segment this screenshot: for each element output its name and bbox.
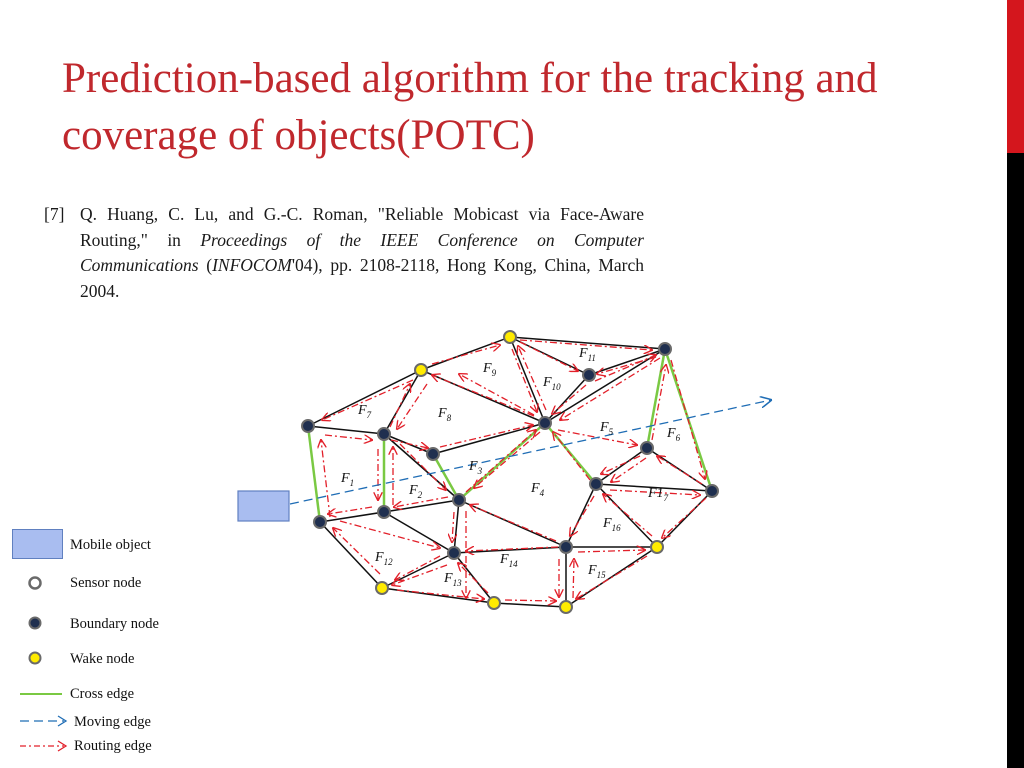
legend-moving-edge-label: Moving edge [74,714,151,730]
face-label-f12: F12 [374,550,393,567]
wake-nodes [375,330,664,614]
face-labels: F1 F2 F3 F4 F5 F6 F7 F8 F9 F10 F11 F12 F… [340,346,681,588]
boundary-node [640,441,654,455]
face-label-f8: F8 [437,406,452,423]
face-label-f16: F16 [602,516,621,533]
wake-node [487,596,501,610]
face-label-f5: F5 [599,420,614,437]
moving-edge [289,400,771,505]
boundary-node [559,540,573,554]
wake-node [414,363,428,377]
boundary-node [582,368,596,382]
boundary-node [377,505,391,519]
legend-mobile-object-label: Mobile object [70,537,151,553]
face-label-f17: F17 [647,486,669,503]
face-label-f3: F3 [468,459,483,476]
reference-citation: [7] Q. Huang, C. Lu, and G.-C. Roman, "R… [44,202,644,304]
boundary-node [426,447,440,461]
face-label-f2: F2 [408,483,423,500]
face-label-f6: F6 [666,426,681,443]
boundary-node [313,515,327,529]
citation-number: [7] [44,204,65,224]
mobile-object [237,490,290,522]
side-accent-black [1007,153,1024,768]
face-label-f4: F4 [530,481,545,498]
boundary-nodes [301,342,719,560]
face-label-f1: F1 [340,471,354,488]
citation-venue: Proceedings of the IEEE Conference on Co… [80,229,644,276]
mobile-object-swatch [12,529,63,559]
boundary-node [301,419,315,433]
boundary-node [658,342,672,356]
legend-boundary-node-label: Boundary node [70,616,159,632]
boundary-node-icon [28,616,42,630]
wake-node-icon [28,651,42,665]
boundary-node [538,416,552,430]
boundary-node [705,484,719,498]
boundary-node [447,546,461,560]
routing-edge-swatch [20,740,68,752]
boundary-node [377,427,391,441]
legend-wake-node-label: Wake node [70,651,135,667]
face-label-f11: F11 [578,346,596,363]
face-label-f10: F10 [542,375,561,392]
boundary-node [589,477,603,491]
face-label-f7: F7 [357,403,372,420]
wake-node [650,540,664,554]
side-accent-red [1007,0,1024,153]
citation-details: '04), pp. 2108-2118, Hong Kong, China, M… [80,255,644,301]
citation-authors: Q. Huang, C. Lu, and G.-C. Roman, "Relia… [80,204,644,250]
wake-node [503,330,517,344]
wake-node [559,600,573,614]
boundary-node [452,493,466,507]
network-diagram: F1 F2 F3 F4 F5 F6 F7 F8 F9 F10 F11 F12 F… [237,330,1000,614]
citation-venue-open: ( [198,255,213,275]
legend-routing-edge-label: Routing edge [74,738,152,754]
face-label-f15: F15 [587,563,606,580]
slide-title: Prediction-based algorithm for the track… [62,55,878,159]
face-label-f9: F9 [482,361,497,378]
citation-body: Q. Huang, C. Lu, and G.-C. Roman, "Relia… [80,202,644,304]
face-label-f14: F14 [499,552,518,569]
sensor-node-icon [28,576,42,590]
cross-edge-swatch [20,693,62,695]
moving-edge-swatch [20,715,68,727]
legend-sensor-node-label: Sensor node [70,575,142,591]
legend-cross-edge-label: Cross edge [70,686,135,702]
wake-node [375,581,389,595]
citation-venue-short: INFOCOM [212,255,292,275]
face-label-f13: F13 [443,571,462,588]
